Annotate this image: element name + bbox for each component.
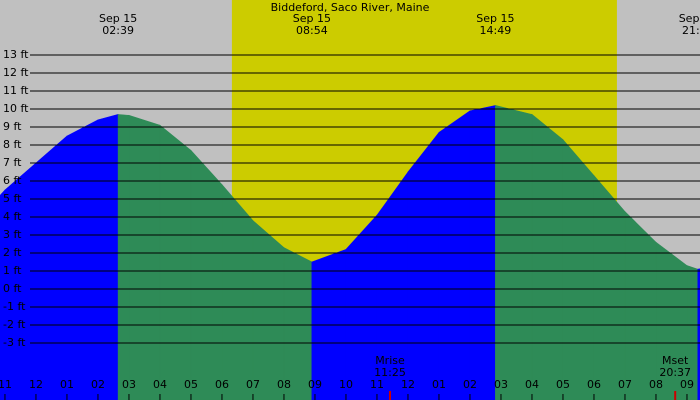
tide-area [159, 124, 192, 400]
x-tick-label: 05 [556, 378, 570, 391]
y-tick-label: -3 ft [3, 336, 26, 349]
tide-area [531, 113, 564, 400]
y-tick-label: 10 ft [3, 102, 29, 115]
x-tick-label: 08 [649, 378, 663, 391]
tide-area [97, 114, 119, 400]
x-tick-label: 06 [215, 378, 229, 391]
x-tick-label: 11 [370, 378, 384, 391]
tide-date: Sep 15 [476, 12, 514, 25]
x-tick-label: 01 [60, 378, 74, 391]
tide-time: 08:54 [296, 24, 328, 37]
y-tick-label: 9 ft [3, 120, 22, 133]
x-tick-label: 06 [587, 378, 601, 391]
tide-time: 21:21 [682, 24, 700, 37]
moon-label: Mrise [375, 354, 405, 367]
tide-date: Sep 15 [99, 12, 137, 25]
y-tick-label: 5 ft [3, 192, 22, 205]
y-tick-label: 8 ft [3, 138, 22, 151]
y-tick-label: 7 ft [3, 156, 22, 169]
y-tick-label: 0 ft [3, 282, 22, 295]
y-tick-label: 13 ft [3, 48, 29, 61]
x-tick-label: 08 [277, 378, 291, 391]
x-tick-label: 10 [339, 378, 353, 391]
tide-area [407, 131, 440, 400]
x-tick-label: 07 [618, 378, 632, 391]
x-tick-label: 02 [463, 378, 477, 391]
x-tick-label: 02 [91, 378, 105, 391]
tide-time: 02:39 [102, 24, 134, 37]
x-tick-label: 04 [153, 378, 167, 391]
x-tick-label: 11 [0, 378, 12, 391]
tide-area [252, 219, 285, 400]
x-tick-label: 04 [525, 378, 539, 391]
tide-area [438, 110, 471, 400]
tide-time: 14:49 [480, 24, 512, 37]
x-tick-label: 03 [494, 378, 508, 391]
tide-area [128, 114, 161, 400]
tide-area [117, 114, 130, 400]
x-tick-label: 03 [122, 378, 136, 391]
moon-time: 11:25 [374, 366, 406, 379]
tide-date: Sep 15 [679, 12, 700, 25]
y-tick-label: 1 ft [3, 264, 22, 277]
x-tick-label: 12 [401, 378, 415, 391]
y-tick-label: 11 ft [3, 84, 29, 97]
x-tick-label: 12 [29, 378, 43, 391]
moon-time: 20:37 [659, 366, 691, 379]
x-tick-label: 01 [432, 378, 446, 391]
y-tick-label: -1 ft [3, 300, 26, 313]
y-tick-label: -2 ft [3, 318, 26, 331]
tide-area [697, 268, 700, 400]
y-tick-label: 3 ft [3, 228, 22, 241]
x-tick-label: 09 [680, 378, 694, 391]
x-tick-label: 07 [246, 378, 260, 391]
tide-area [35, 135, 68, 400]
tide-area [190, 149, 223, 400]
tide-area [624, 210, 657, 400]
y-tick-label: 6 ft [3, 174, 22, 187]
y-tick-label: 4 ft [3, 210, 22, 223]
x-tick-label: 05 [184, 378, 198, 391]
y-tick-label: 12 ft [3, 66, 29, 79]
moon-label: Mset [662, 354, 689, 367]
tide-area [66, 119, 99, 400]
y-tick-label: 2 ft [3, 246, 22, 259]
tide-date: Sep 15 [293, 12, 331, 25]
x-tick-label: 09 [308, 378, 322, 391]
tide-area [593, 174, 626, 400]
tide-area [562, 138, 595, 400]
chart-title: Biddeford, Saco River, Maine [271, 1, 430, 14]
